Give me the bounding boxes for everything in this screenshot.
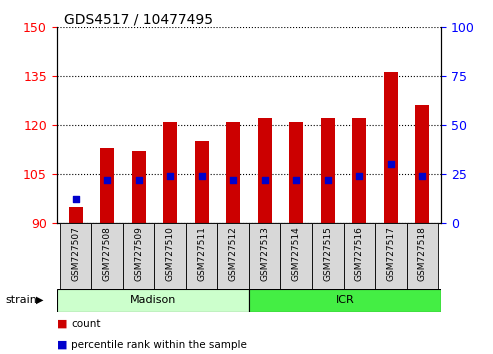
Bar bbox=[186, 223, 217, 289]
Text: Madison: Madison bbox=[130, 295, 176, 305]
Bar bbox=[57, 289, 249, 312]
Bar bbox=[60, 223, 91, 289]
Point bbox=[166, 173, 174, 179]
Point bbox=[229, 177, 237, 183]
Bar bbox=[344, 223, 375, 289]
Bar bbox=[249, 289, 441, 312]
Bar bbox=[226, 121, 240, 223]
Text: ■: ■ bbox=[57, 319, 67, 329]
Text: ▶: ▶ bbox=[36, 295, 43, 305]
Point bbox=[261, 177, 269, 183]
Text: strain: strain bbox=[5, 295, 37, 305]
Bar bbox=[415, 105, 429, 223]
Text: GSM727511: GSM727511 bbox=[197, 226, 206, 281]
Point bbox=[198, 173, 206, 179]
Bar bbox=[320, 118, 335, 223]
Bar bbox=[281, 223, 312, 289]
Bar bbox=[258, 118, 272, 223]
Point bbox=[387, 161, 395, 167]
Text: GSM727508: GSM727508 bbox=[103, 226, 111, 281]
Bar bbox=[407, 223, 438, 289]
Text: GSM727514: GSM727514 bbox=[292, 226, 301, 281]
Bar bbox=[195, 141, 209, 223]
Bar bbox=[100, 148, 114, 223]
Text: GSM727507: GSM727507 bbox=[71, 226, 80, 281]
Text: GSM727513: GSM727513 bbox=[260, 226, 269, 281]
Text: GSM727512: GSM727512 bbox=[229, 226, 238, 281]
Text: GSM727516: GSM727516 bbox=[355, 226, 364, 281]
Point bbox=[324, 177, 332, 183]
Point bbox=[292, 177, 300, 183]
Text: GDS4517 / 10477495: GDS4517 / 10477495 bbox=[64, 12, 213, 27]
Bar bbox=[312, 223, 344, 289]
Bar bbox=[352, 118, 366, 223]
Bar bbox=[289, 121, 303, 223]
Bar bbox=[163, 121, 177, 223]
Text: GSM727515: GSM727515 bbox=[323, 226, 332, 281]
Text: count: count bbox=[71, 319, 101, 329]
Point bbox=[135, 177, 142, 183]
Text: GSM727517: GSM727517 bbox=[387, 226, 395, 281]
Point bbox=[355, 173, 363, 179]
Point bbox=[419, 173, 426, 179]
Bar bbox=[123, 223, 154, 289]
Text: ■: ■ bbox=[57, 340, 67, 350]
Text: GSM727510: GSM727510 bbox=[166, 226, 175, 281]
Point bbox=[71, 196, 79, 202]
Bar bbox=[91, 223, 123, 289]
Bar bbox=[69, 207, 83, 223]
Bar bbox=[132, 151, 146, 223]
Bar bbox=[217, 223, 249, 289]
Bar bbox=[154, 223, 186, 289]
Text: ICR: ICR bbox=[336, 295, 354, 305]
Bar bbox=[384, 73, 398, 223]
Point bbox=[103, 177, 111, 183]
Text: GSM727509: GSM727509 bbox=[134, 226, 143, 281]
Text: GSM727518: GSM727518 bbox=[418, 226, 427, 281]
Bar bbox=[375, 223, 407, 289]
Bar bbox=[249, 223, 281, 289]
Text: percentile rank within the sample: percentile rank within the sample bbox=[71, 340, 247, 350]
